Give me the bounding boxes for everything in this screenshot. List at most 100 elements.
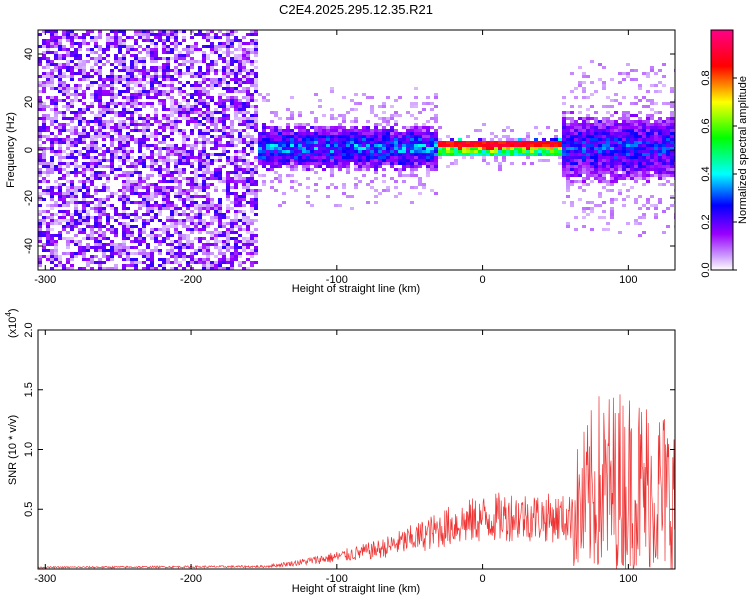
- heatmap-cell: [626, 117, 630, 120]
- heatmap-cell: [74, 90, 78, 93]
- heatmap-cell: [166, 252, 170, 255]
- heatmap-cell: [58, 45, 62, 48]
- heatmap-cell: [202, 162, 206, 165]
- heatmap-cell: [226, 84, 230, 87]
- snr-y-axis-label: SNR (10 * v/v): [7, 415, 19, 485]
- heatmap-cell: [142, 87, 146, 90]
- heatmap-cell: [114, 213, 118, 216]
- heatmap-cell: [146, 36, 150, 39]
- heatmap-cell: [42, 75, 46, 78]
- heatmap-cell: [98, 33, 102, 36]
- heatmap-cell: [570, 72, 574, 75]
- heatmap-cell: [326, 129, 330, 132]
- heatmap-cell: [594, 147, 598, 150]
- heatmap-cell: [354, 153, 358, 156]
- heatmap-cell: [162, 261, 166, 264]
- heatmap-cell: [222, 69, 226, 72]
- heatmap-cell: [198, 99, 202, 102]
- heatmap-cell: [98, 249, 102, 252]
- heatmap-cell: [218, 216, 222, 219]
- heatmap-cell: [462, 150, 466, 153]
- heatmap-cell: [62, 150, 66, 153]
- heatmap-cell: [402, 141, 406, 144]
- heatmap-cell: [186, 117, 190, 120]
- heatmap-cell: [662, 162, 666, 165]
- heatmap-cell: [254, 60, 258, 63]
- heatmap-cell: [86, 246, 90, 249]
- heatmap-cell: [626, 159, 630, 162]
- heatmap-cell: [650, 102, 654, 105]
- heatmap-cell: [170, 51, 174, 54]
- heatmap-cell: [230, 252, 234, 255]
- heatmap-cell: [314, 159, 318, 162]
- heatmap-cell: [138, 207, 142, 210]
- heatmap-cell: [250, 141, 254, 144]
- heatmap-cell: [130, 156, 134, 159]
- heatmap-cell: [218, 156, 222, 159]
- heatmap-cell: [98, 216, 102, 219]
- heatmap-cell: [186, 255, 190, 258]
- heatmap-cell: [626, 174, 630, 177]
- heatmap-cell: [58, 216, 62, 219]
- heatmap-cell: [250, 204, 254, 207]
- heatmap-cell: [606, 228, 610, 231]
- heatmap-cell: [50, 84, 54, 87]
- heatmap-cell: [106, 39, 110, 42]
- heatmap-cell: [670, 147, 674, 150]
- heatmap-cell: [154, 195, 158, 198]
- heatmap-cell: [310, 135, 314, 138]
- heatmap-cell: [238, 177, 242, 180]
- heatmap-cell: [498, 147, 502, 150]
- heatmap-plot-area: [37, 29, 676, 271]
- heatmap-cell: [362, 156, 366, 159]
- heatmap-cell: [630, 132, 634, 135]
- heatmap-cell: [346, 171, 350, 174]
- heatmap-cell: [70, 138, 74, 141]
- heatmap-cell: [610, 144, 614, 147]
- heatmap-cell: [326, 126, 330, 129]
- heatmap-cell: [186, 99, 190, 102]
- heatmap-cell: [170, 126, 174, 129]
- heatmap-cell: [622, 162, 626, 165]
- heatmap-cell: [174, 204, 178, 207]
- heatmap-cell: [642, 162, 646, 165]
- heatmap-cell: [118, 102, 122, 105]
- heatmap-cell: [398, 114, 402, 117]
- heatmap-cell: [654, 90, 658, 93]
- heatmap-cell: [86, 78, 90, 81]
- heatmap-cell: [238, 123, 242, 126]
- heatmap-cell: [658, 159, 662, 162]
- heatmap-cell: [322, 126, 326, 129]
- heatmap-cell: [38, 129, 42, 132]
- heatmap-cell: [226, 195, 230, 198]
- heatmap-cell: [150, 135, 154, 138]
- heatmap-cell: [426, 132, 430, 135]
- heatmap-cell: [358, 129, 362, 132]
- heatmap-cell: [158, 186, 162, 189]
- heatmap-cell: [646, 177, 650, 180]
- heatmap-cell: [622, 120, 626, 123]
- heatmap-cell: [74, 174, 78, 177]
- heatmap-cell: [354, 102, 358, 105]
- heatmap-cell: [202, 87, 206, 90]
- heatmap-cell: [382, 129, 386, 132]
- heatmap-cell: [626, 63, 630, 66]
- heatmap-cell: [150, 156, 154, 159]
- heatmap-cell: [82, 156, 86, 159]
- heatmap-cell: [250, 147, 254, 150]
- heatmap-cell: [214, 78, 218, 81]
- snr-y-ticks: 0.51.01.52.0: [23, 322, 675, 517]
- heatmap-cell: [594, 90, 598, 93]
- heatmap-cell: [282, 153, 286, 156]
- heatmap-cell: [142, 75, 146, 78]
- heatmap-cell: [634, 69, 638, 72]
- heatmap-cell: [418, 138, 422, 141]
- heatmap-cell: [230, 246, 234, 249]
- heatmap-cell: [214, 60, 218, 63]
- heatmap-cell: [162, 72, 166, 75]
- heatmap-cell: [426, 126, 430, 129]
- heatmap-cell: [354, 165, 358, 168]
- heatmap-cell: [90, 39, 94, 42]
- heatmap-cell: [362, 153, 366, 156]
- heatmap-cell: [50, 249, 54, 252]
